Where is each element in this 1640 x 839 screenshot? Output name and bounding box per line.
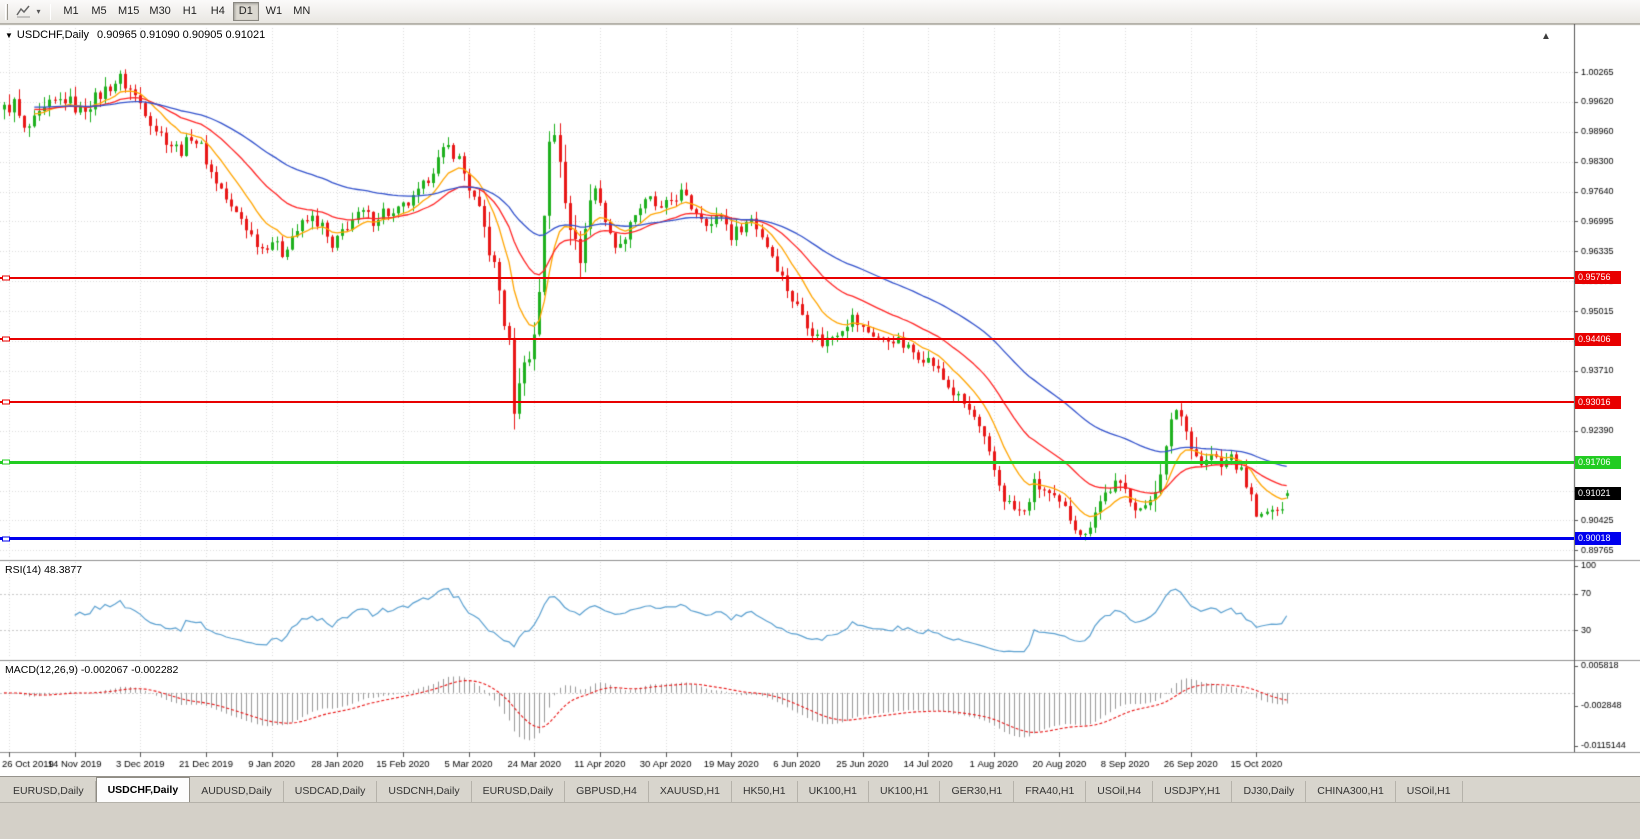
timeframe-button-m15[interactable]: M15 [118,5,140,17]
symbol-tab-eurusd-daily[interactable]: EURUSD,Daily [2,781,96,802]
dropdown-caret-icon[interactable]: ▾ [36,7,41,16]
price-level-tag-0.91706: 0.91706 [1575,455,1621,469]
symbol-tab-audusd-daily[interactable]: AUDUSD,Daily [190,781,284,802]
chart-shift-marker-icon[interactable]: ▲ [1541,31,1551,42]
symbol-tab-ger30-h1[interactable]: GER30,H1 [940,781,1015,802]
macd-indicator-label: MACD(12,26,9) -0.002067 -0.002282 [5,664,179,676]
horizontal-line-0.90018[interactable] [0,536,1574,542]
timeframe-button-mn[interactable]: MN [293,5,311,17]
symbol-tab-eurusd-daily[interactable]: EURUSD,Daily [472,781,566,802]
price-level-tag-0.93016: 0.93016 [1575,395,1621,409]
timeframe-button-h4[interactable]: H4 [210,5,225,17]
horizontal-line-0.93016[interactable] [0,399,1574,405]
chart-menu-triangle-icon[interactable]: ▼ [5,30,13,40]
line-left-handle[interactable] [2,536,10,542]
horizontal-line-0.95756[interactable] [0,275,1574,281]
timeframe-button-m1[interactable]: M1 [63,5,79,17]
toolbar-grip[interactable] [5,3,8,20]
symbol-tab-uk100-h1[interactable]: UK100,H1 [869,781,941,802]
symbol-tab-usdchf-daily[interactable]: USDCHF,Daily [95,777,191,802]
toolbar: ▾ M1 M5 M15 M30 H1 H4 D1 W1 MN [0,0,1640,24]
horizontal-line-0.91706[interactable] [0,459,1574,465]
chart-title: ▼ USDCHF,Daily 0.90965 0.91090 0.90905 0… [5,29,265,41]
timeframe-button-d1[interactable]: D1 [232,2,259,21]
rsi-indicator-label: RSI(14) 48.3877 [5,564,83,576]
symbol-tab-dj30-daily[interactable]: DJ30,Daily [1232,781,1307,802]
line-left-handle[interactable] [2,336,10,342]
line-left-handle[interactable] [2,459,10,465]
timeframe-button-w1[interactable]: W1 [265,5,283,17]
symbol-tab-hk50-h1[interactable]: HK50,H1 [732,781,798,802]
symbol-tab-gbpusd-h4[interactable]: GBPUSD,H4 [565,781,649,802]
symbol-tab-usoil-h4[interactable]: USOil,H4 [1086,781,1154,802]
symbol-tab-xauusd-h1[interactable]: XAUUSD,H1 [649,781,732,802]
bottom-filler [0,802,1640,839]
symbol-tab-usdcad-daily[interactable]: USDCAD,Daily [284,781,378,802]
timeframe-button-m30[interactable]: M30 [149,5,171,17]
price-level-tag-0.90018: 0.90018 [1575,532,1621,546]
symbol-tab-usdjpy-h1[interactable]: USDJPY,H1 [1153,781,1233,802]
price-level-tag-0.94406: 0.94406 [1575,332,1621,346]
symbol-tabbar: EURUSD,Daily USDCHF,Daily AUDUSD,Daily USDC… [0,776,1640,802]
price-chart-canvas[interactable] [0,24,1640,776]
price-level-tag-0.95756: 0.95756 [1575,271,1621,285]
current-price-tag: 0.91021 [1575,486,1621,500]
chart-title-ohlc: 0.90965 0.91090 0.90905 0.91021 [97,29,266,41]
timeframe-button-m5[interactable]: M5 [91,5,107,17]
timeframe-buttons: M1 M5 M15 M30 H1 H4 D1 W1 MN [57,2,316,21]
timeframe-button-h1[interactable]: H1 [182,5,197,17]
toolbar-separator [50,3,51,20]
symbol-tab-fra40-h1[interactable]: FRA40,H1 [1014,781,1087,802]
chart-title-symbol: USDCHF,Daily [16,29,90,41]
symbol-tab-usoil-h1[interactable]: USOil,H1 [1396,781,1463,802]
horizontal-line-0.94406[interactable] [0,336,1574,342]
line-left-handle[interactable] [2,275,10,281]
symbol-tab-china300-h1[interactable]: CHINA300,H1 [1306,781,1396,802]
symbol-tab-usdcnh-daily[interactable]: USDCNH,Daily [377,781,472,802]
chart-line-tool-icon[interactable] [13,2,33,21]
chart-window: ▼ USDCHF,Daily 0.90965 0.91090 0.90905 0… [0,24,1640,776]
line-left-handle[interactable] [2,399,10,405]
symbol-tab-uk100-h1[interactable]: UK100,H1 [798,781,870,802]
